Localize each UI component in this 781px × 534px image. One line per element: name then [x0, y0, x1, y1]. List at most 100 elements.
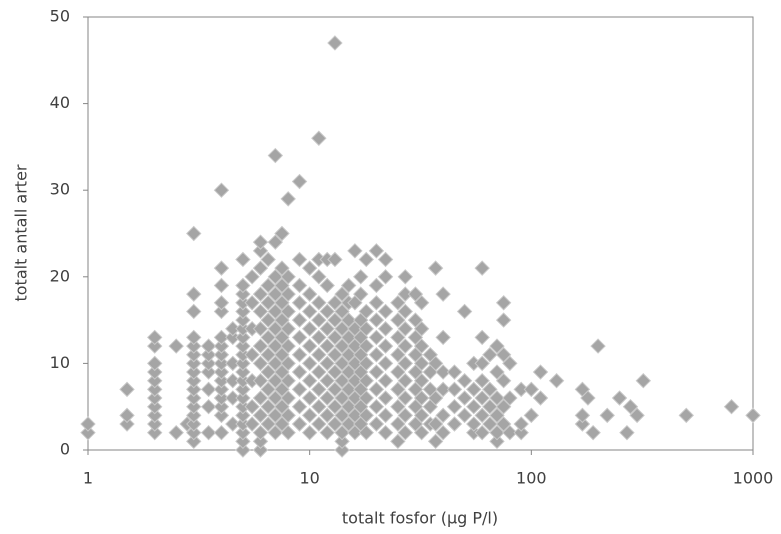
point — [334, 286, 350, 302]
point — [186, 416, 202, 432]
point — [358, 407, 374, 424]
point — [186, 398, 202, 415]
point — [358, 303, 374, 320]
point — [260, 347, 276, 363]
point — [334, 442, 350, 458]
point — [311, 364, 327, 380]
point — [301, 321, 318, 337]
point — [368, 381, 385, 398]
point — [200, 381, 217, 398]
point — [186, 225, 202, 242]
point — [368, 329, 385, 346]
point — [301, 355, 318, 372]
point — [334, 407, 350, 424]
point — [340, 312, 357, 328]
point — [466, 416, 482, 432]
point — [523, 407, 540, 424]
point — [723, 398, 740, 415]
point — [397, 355, 413, 372]
x-axis-label: totalt fosfor (µg P/l) — [342, 509, 498, 528]
point — [225, 329, 241, 346]
point — [252, 286, 269, 302]
point — [301, 286, 318, 302]
point — [327, 295, 343, 311]
point — [267, 269, 284, 285]
point — [495, 312, 512, 328]
point — [186, 338, 202, 354]
point — [489, 338, 505, 354]
point — [301, 373, 318, 389]
point — [427, 416, 444, 432]
point — [291, 398, 308, 415]
point — [147, 407, 163, 424]
point — [252, 390, 269, 406]
point — [274, 347, 290, 363]
point — [244, 269, 260, 285]
point — [319, 424, 335, 441]
point — [267, 424, 284, 441]
point — [413, 295, 430, 311]
point — [489, 390, 505, 406]
point — [147, 338, 163, 354]
point — [390, 364, 406, 380]
point — [260, 329, 276, 346]
point — [368, 295, 385, 311]
point — [252, 424, 269, 441]
point — [327, 347, 343, 363]
point — [274, 398, 290, 415]
point — [311, 347, 327, 363]
point — [495, 347, 512, 363]
point — [252, 407, 269, 424]
point — [523, 381, 540, 398]
point — [213, 182, 230, 198]
point — [147, 329, 163, 346]
point — [456, 373, 473, 389]
point — [291, 364, 308, 380]
point — [474, 373, 490, 389]
point — [407, 364, 424, 380]
point — [377, 407, 394, 424]
point — [200, 347, 217, 363]
point — [502, 390, 518, 406]
point — [502, 355, 518, 372]
point — [377, 321, 394, 337]
point — [474, 390, 490, 406]
point — [435, 407, 451, 424]
point — [186, 373, 202, 389]
point — [301, 407, 318, 424]
point — [446, 364, 463, 380]
point — [435, 364, 451, 380]
point — [413, 373, 430, 389]
point — [580, 390, 596, 406]
point — [466, 398, 482, 415]
point — [213, 407, 230, 424]
point — [413, 407, 430, 424]
point — [274, 295, 290, 311]
point — [489, 424, 505, 441]
point — [745, 407, 761, 424]
point — [397, 286, 413, 302]
point — [599, 407, 615, 424]
point — [495, 373, 512, 389]
point — [327, 35, 343, 51]
point — [334, 338, 350, 354]
point — [260, 295, 276, 311]
point — [274, 312, 290, 328]
point — [435, 381, 451, 398]
point — [252, 321, 269, 337]
point — [200, 424, 217, 441]
point — [456, 303, 473, 320]
point — [319, 338, 335, 354]
point — [235, 312, 251, 328]
point — [213, 364, 230, 380]
point — [311, 329, 327, 346]
point — [280, 424, 296, 441]
point — [413, 355, 430, 372]
point — [474, 407, 490, 424]
point — [301, 303, 318, 320]
point — [244, 295, 260, 311]
point — [225, 390, 241, 406]
point — [311, 130, 327, 146]
point — [482, 347, 498, 363]
point — [474, 355, 490, 372]
